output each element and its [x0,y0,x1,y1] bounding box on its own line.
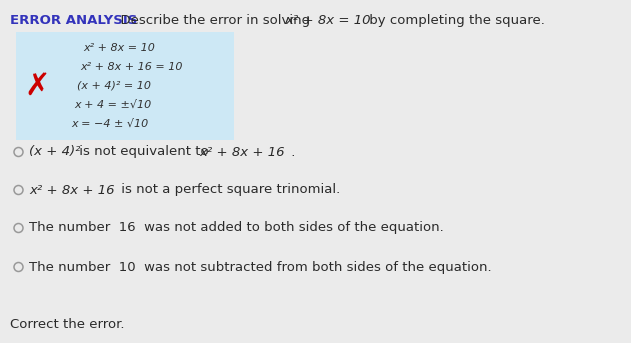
Text: is not a perfect square trinomial.: is not a perfect square trinomial. [117,184,340,197]
Text: x² + 8x = 10: x² + 8x = 10 [285,14,370,27]
Text: x² + 8x + 16: x² + 8x + 16 [199,145,285,158]
Text: x² + 8x + 16 = 10: x² + 8x + 16 = 10 [80,62,182,72]
Text: ERROR ANALYSIS: ERROR ANALYSIS [10,14,138,27]
Text: by completing the square.: by completing the square. [365,14,545,27]
Text: Correct the error.: Correct the error. [10,318,124,331]
Text: x² + 8x = 10: x² + 8x = 10 [83,43,155,53]
FancyBboxPatch shape [16,32,234,140]
Text: Describe the error in solving: Describe the error in solving [112,14,314,27]
Text: x + 4 = ±√10: x + 4 = ±√10 [74,100,151,110]
Text: The number  10  was not subtracted from both sides of the equation.: The number 10 was not subtracted from bo… [29,260,492,273]
Text: (x + 4)² = 10: (x + 4)² = 10 [77,81,151,91]
Text: x = −4 ± √10: x = −4 ± √10 [71,119,148,129]
Text: (x + 4)²: (x + 4)² [29,145,81,158]
Text: .: . [287,145,295,158]
Text: is not equivalent to: is not equivalent to [75,145,213,158]
Text: x² + 8x + 16: x² + 8x + 16 [29,184,114,197]
Text: ✗: ✗ [24,71,49,100]
Text: The number  16  was not added to both sides of the equation.: The number 16 was not added to both side… [29,222,444,235]
